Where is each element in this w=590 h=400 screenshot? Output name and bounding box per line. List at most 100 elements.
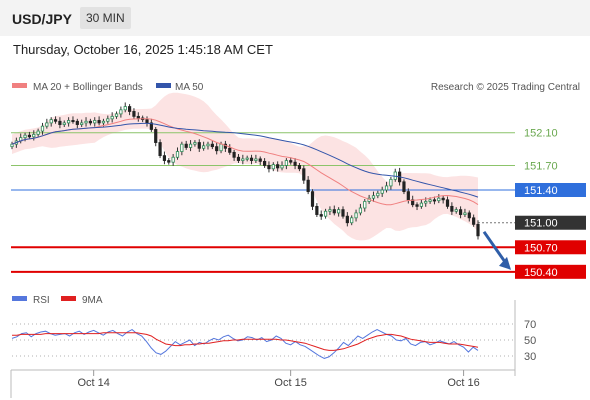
candle-body [119,109,123,115]
top-bar: USD/JPY 30 MIN [0,0,590,36]
level-tag-2 [515,183,586,197]
pair-title: USD/JPY [12,11,72,27]
candle-body [445,199,450,207]
candle-body [210,143,214,148]
candle-body [389,178,393,187]
candle-body [472,217,476,225]
candle-body [454,209,458,212]
candle-body [271,164,275,170]
candle-body [315,205,319,215]
candle-body [123,106,127,111]
x-tick-label: Oct 14 [77,377,109,389]
ma50-legend-swatch [156,83,171,88]
rsi-line [11,329,479,359]
forecast-arrow-head [499,256,511,270]
ma9-legend-label: 9MA [82,295,103,306]
candle-body [354,212,358,219]
candle-body [27,134,32,138]
candle-body [310,191,315,207]
candle-body [80,122,84,125]
x-axis: Oct 14 Oct 15 Oct 16 [10,300,516,398]
candle-body [97,120,101,124]
candle-body [328,209,332,212]
last-price-label: 151.00 [524,218,558,230]
candle-body [84,120,88,124]
candle-body [202,145,206,149]
candle-body [215,146,219,152]
candle-body [93,120,97,124]
timeframe-button[interactable]: 30 MIN [80,7,131,29]
main-legend: MA 20 + Bollinger Bands MA 50 Research ©… [12,82,580,93]
candle-body [363,201,367,209]
level-label-0: 152.10 [524,128,558,140]
ma9-legend-swatch [61,296,76,301]
forecast-arrow [482,230,511,270]
candle-body [293,161,297,166]
candle-body [40,125,45,132]
x-tick-label: Oct 15 [274,377,306,389]
candle-body [162,155,167,161]
candle-body [306,179,310,193]
rsi-tick-50: 50 [524,335,536,347]
candle-body [384,185,389,191]
candle-body [132,111,136,117]
candle-body [171,156,175,163]
candle-body [323,210,328,217]
candle-body [284,160,288,166]
candle-body [36,130,40,135]
candle-body [424,201,428,204]
candle-body [371,195,376,199]
candle-body [67,120,71,124]
candle-body [228,147,232,153]
ma20-legend-label: MA 20 + Bollinger Bands [33,82,143,93]
candle-body [175,151,180,158]
candle-body [219,143,223,152]
candle-body [110,115,114,120]
candle-body [258,158,262,162]
candle-body [149,122,153,130]
candle-body [88,120,92,124]
rsi-legend: RSI 9MA [12,295,103,306]
candle-body [145,119,149,124]
candle-body [53,119,58,122]
candle-body [376,192,380,197]
candle-body [206,143,210,147]
candle-body [415,204,419,207]
candle-body [302,168,306,181]
candle-body [136,115,140,119]
candle-body [406,191,410,201]
rsi-tick-30: 30 [524,351,536,363]
candle-body [75,120,79,125]
bollinger-bands [12,92,478,241]
candle-body [10,143,14,148]
candle-body [441,197,445,201]
candle-body [337,209,341,214]
candle-body [350,217,354,224]
last-price-tag [515,215,586,230]
level-label-5: 150.40 [524,267,558,279]
candle-body [241,158,245,161]
candle-body [127,106,132,112]
level-label-1: 151.70 [524,160,558,172]
datetime-label: Thursday, October 16, 2025 1:45:18 AM CE… [13,42,273,57]
candle-body [428,199,432,202]
candle-body [437,197,441,202]
candle-body [254,158,258,161]
candle-body [380,189,384,194]
ma50-legend-label: MA 50 [175,82,204,93]
price-levels [11,132,515,273]
candle-body [158,142,162,157]
candle-body [345,215,349,224]
ma20-legend-swatch [12,83,27,88]
candle-body [184,143,188,148]
candle-body [49,119,53,124]
candle-body [458,209,463,215]
level-tag-5 [515,264,586,279]
candle-body [58,120,62,125]
level-tag-4 [515,240,586,255]
candle-body [332,209,336,214]
level-label-2: 151.40 [524,185,558,197]
candle-body [106,118,110,122]
candle-body [193,142,197,145]
